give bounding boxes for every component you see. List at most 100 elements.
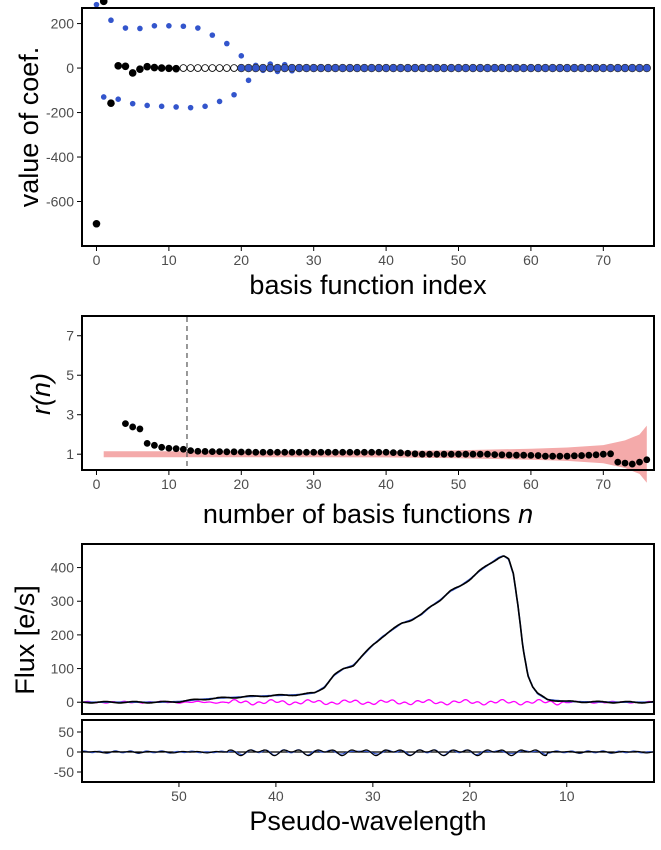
rn-point bbox=[556, 452, 564, 460]
panel2-x-tick-label: 60 bbox=[523, 476, 539, 492]
rn-point bbox=[599, 450, 607, 458]
coef-point-black bbox=[121, 62, 130, 71]
coef-point-blue-outlined bbox=[309, 63, 318, 73]
rn-point bbox=[484, 450, 491, 458]
coef-point-blue-small bbox=[100, 94, 107, 100]
coef-point-blue-outlined bbox=[237, 63, 246, 73]
coef-point-blue-small bbox=[231, 91, 237, 98]
rn-point bbox=[281, 448, 289, 456]
panel-rn: 0 10 20 30 40 50 60 70 7 5 3 1 number of basis fun… bbox=[26, 315, 655, 529]
coef-point-blue-outlined bbox=[251, 63, 260, 73]
coef-point-blue-outlined bbox=[541, 63, 550, 73]
rn-point bbox=[440, 450, 448, 458]
coef-point-blue-small bbox=[173, 104, 179, 110]
panel1-x-tick-label: 50 bbox=[451, 252, 467, 268]
panel1-y-axis-title: value of coef. bbox=[14, 47, 44, 208]
panel-flux: 400 300 200 100 0 Flux [e/s] bbox=[10, 543, 655, 715]
coef-point-blue-outlined bbox=[591, 63, 601, 73]
rn-point bbox=[476, 450, 484, 458]
rn-point bbox=[332, 448, 339, 456]
panel2-x-axis-title-text: number of basis functions bbox=[203, 499, 511, 529]
panel1-y-tick-label: 200 bbox=[51, 16, 75, 32]
rn-point bbox=[534, 452, 542, 459]
coef-point-blue-outlined bbox=[613, 63, 622, 73]
coef-point-blue-outlined bbox=[338, 63, 347, 73]
coef-point-black bbox=[92, 219, 101, 228]
panel3-y-axis-title: Flux [e/s] bbox=[10, 585, 40, 695]
residual-frame bbox=[81, 719, 655, 783]
coef-point-blue-small bbox=[180, 23, 187, 30]
rn-point bbox=[216, 448, 223, 456]
rn-point bbox=[353, 448, 361, 456]
coef-point-blue-outlined bbox=[476, 63, 485, 73]
coef-point-blue-small bbox=[187, 104, 194, 111]
coef-point-blue-outlined bbox=[302, 63, 311, 73]
coef-point-blue-small bbox=[202, 103, 208, 110]
coef-point-blue-outlined bbox=[606, 63, 615, 73]
panel1-y-tick-label: 0 bbox=[66, 60, 74, 76]
panel1-x-tick-label: 30 bbox=[306, 252, 322, 268]
rn-point bbox=[621, 459, 629, 467]
rn-point bbox=[252, 448, 260, 456]
coef-point-blue-small bbox=[224, 40, 230, 47]
rn-point bbox=[187, 447, 195, 455]
coef-point-blue-small bbox=[216, 98, 223, 105]
coef-point-open bbox=[194, 64, 202, 72]
coef-point-blue-outlined bbox=[403, 63, 413, 73]
panel2-frame bbox=[81, 315, 655, 471]
coef-point-blue-small bbox=[158, 103, 165, 110]
rn-point bbox=[368, 448, 376, 456]
coef-point-blue-outlined bbox=[483, 63, 492, 73]
coef-point-blue-small bbox=[195, 25, 201, 31]
coef-point-blue-outlined bbox=[287, 63, 297, 73]
rn-point bbox=[360, 448, 368, 456]
coef-point-blue-outlined bbox=[526, 63, 536, 73]
rn-point bbox=[585, 451, 593, 459]
panel1-x-tick-label: 60 bbox=[523, 252, 539, 268]
coef-point-blue-small bbox=[245, 77, 252, 84]
panel3-frame bbox=[81, 543, 655, 715]
panel2-x-axis-title: number of basis functions n bbox=[203, 499, 533, 529]
panel2-y-tick-label: 1 bbox=[66, 446, 74, 462]
coef-point-black bbox=[99, 0, 108, 6]
rn-point bbox=[259, 448, 267, 456]
coef-point-blue-outlined bbox=[620, 63, 630, 73]
rn-point bbox=[324, 448, 332, 456]
coef-point-blue-small bbox=[238, 53, 245, 59]
coef-point-blue-outlined bbox=[352, 63, 362, 73]
rn-point bbox=[614, 458, 622, 466]
coef-point-blue-outlined bbox=[454, 63, 463, 73]
rn-point bbox=[375, 448, 383, 456]
coef-point-black bbox=[114, 62, 123, 70]
coef-point-blue-outlined bbox=[432, 63, 441, 73]
rn-point bbox=[628, 460, 636, 468]
rn-point bbox=[230, 448, 238, 456]
coef-point-blue-outlined bbox=[461, 63, 470, 73]
panel1-x-tick-label: 70 bbox=[596, 252, 612, 268]
coef-point-blue-outlined bbox=[389, 63, 398, 73]
coef-point-blue-outlined bbox=[642, 63, 651, 73]
coef-point-black bbox=[136, 65, 144, 73]
coef-points bbox=[92, 0, 651, 228]
rn-point bbox=[274, 448, 281, 456]
residual-y-tick-label: 0 bbox=[66, 744, 74, 760]
panel2-y-tick-label: 7 bbox=[66, 328, 74, 344]
rn-point bbox=[151, 441, 158, 449]
coef-point-blue-small bbox=[137, 25, 143, 32]
coef-point-blue-outlined bbox=[570, 63, 579, 73]
coef-point-blue-outlined bbox=[439, 63, 449, 73]
coef-point-blue-small bbox=[151, 22, 158, 29]
coef-point-blue-small bbox=[122, 25, 129, 31]
panel1-x-tick-label: 10 bbox=[161, 252, 177, 268]
coef-point-black bbox=[128, 69, 137, 77]
rn-point bbox=[245, 448, 252, 456]
panel2-x-tick-label: 50 bbox=[451, 476, 467, 492]
rn-point bbox=[122, 420, 129, 428]
coef-point-blue-small bbox=[115, 96, 122, 102]
residual-line bbox=[81, 749, 655, 757]
coef-point-blue-outlined bbox=[316, 63, 326, 73]
flux-line bbox=[81, 555, 655, 704]
residual-x-tick-label: 20 bbox=[462, 788, 478, 804]
coef-point-black bbox=[165, 64, 173, 73]
